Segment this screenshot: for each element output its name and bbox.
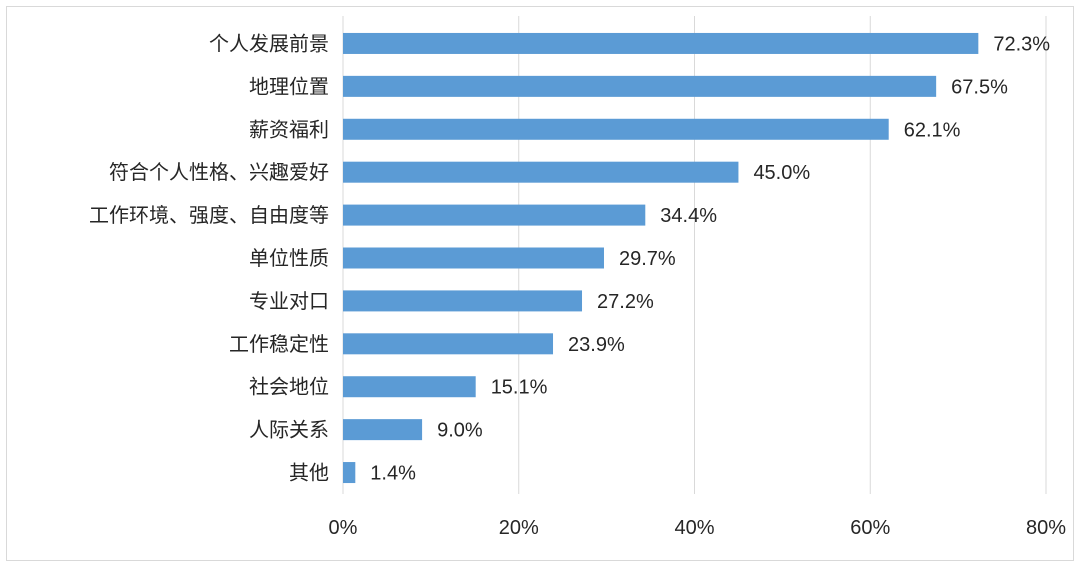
value-label: 62.1% [904,119,961,141]
value-label: 67.5% [951,76,1008,98]
category-label: 其他 [289,461,329,485]
value-label: 27.2% [597,291,654,313]
category-label: 专业对口 [249,289,329,313]
x-tick-label: 40% [674,517,714,539]
bar [343,333,554,355]
bar [343,247,604,269]
chart-frame [6,6,1074,561]
bar [343,75,937,97]
category-label: 人际关系 [249,418,329,442]
category-labels: 个人发展前景地理位置薪资福利符合个人性格、兴趣爱好工作环境、强度、自由度等单位性… [89,31,329,484]
category-label: 个人发展前景 [209,31,329,55]
value-label: 23.9% [568,334,625,356]
category-label: 符合个人性格、兴趣爱好 [109,160,329,184]
value-label: 72.3% [993,33,1050,55]
bar [343,204,646,226]
bar [343,32,979,54]
category-label: 社会地位 [249,375,329,399]
bar [343,376,476,398]
category-label: 地理位置 [249,74,329,98]
value-label: 1.4% [370,463,416,485]
bar [343,118,889,140]
bar [343,290,583,312]
value-label: 9.0% [437,420,483,442]
x-tick-label: 20% [499,517,539,539]
bars [343,32,979,484]
value-label: 45.0% [753,162,810,184]
x-tick-label: 80% [1026,517,1066,539]
bar [343,161,739,183]
value-label: 29.7% [619,248,676,270]
x-tick-label: 60% [850,517,890,539]
bar [343,462,356,484]
value-label: 34.4% [660,205,717,227]
value-labels: 72.3% 67.5% 62.1% 45.0% 34.4% 29.7% 27.2% 23.9%… [370,33,1050,484]
category-label: 薪资福利 [249,117,329,141]
category-label: 工作稳定性 [229,332,329,356]
category-label: 工作环境、强度、自由度等 [89,203,329,227]
x-tick-label: 0% [329,517,358,539]
category-label: 单位性质 [249,246,329,270]
x-tick-labels: 0% 20% 40% 60% 80% [329,517,1067,539]
value-label: 15.1% [491,377,548,399]
bar [343,419,423,441]
